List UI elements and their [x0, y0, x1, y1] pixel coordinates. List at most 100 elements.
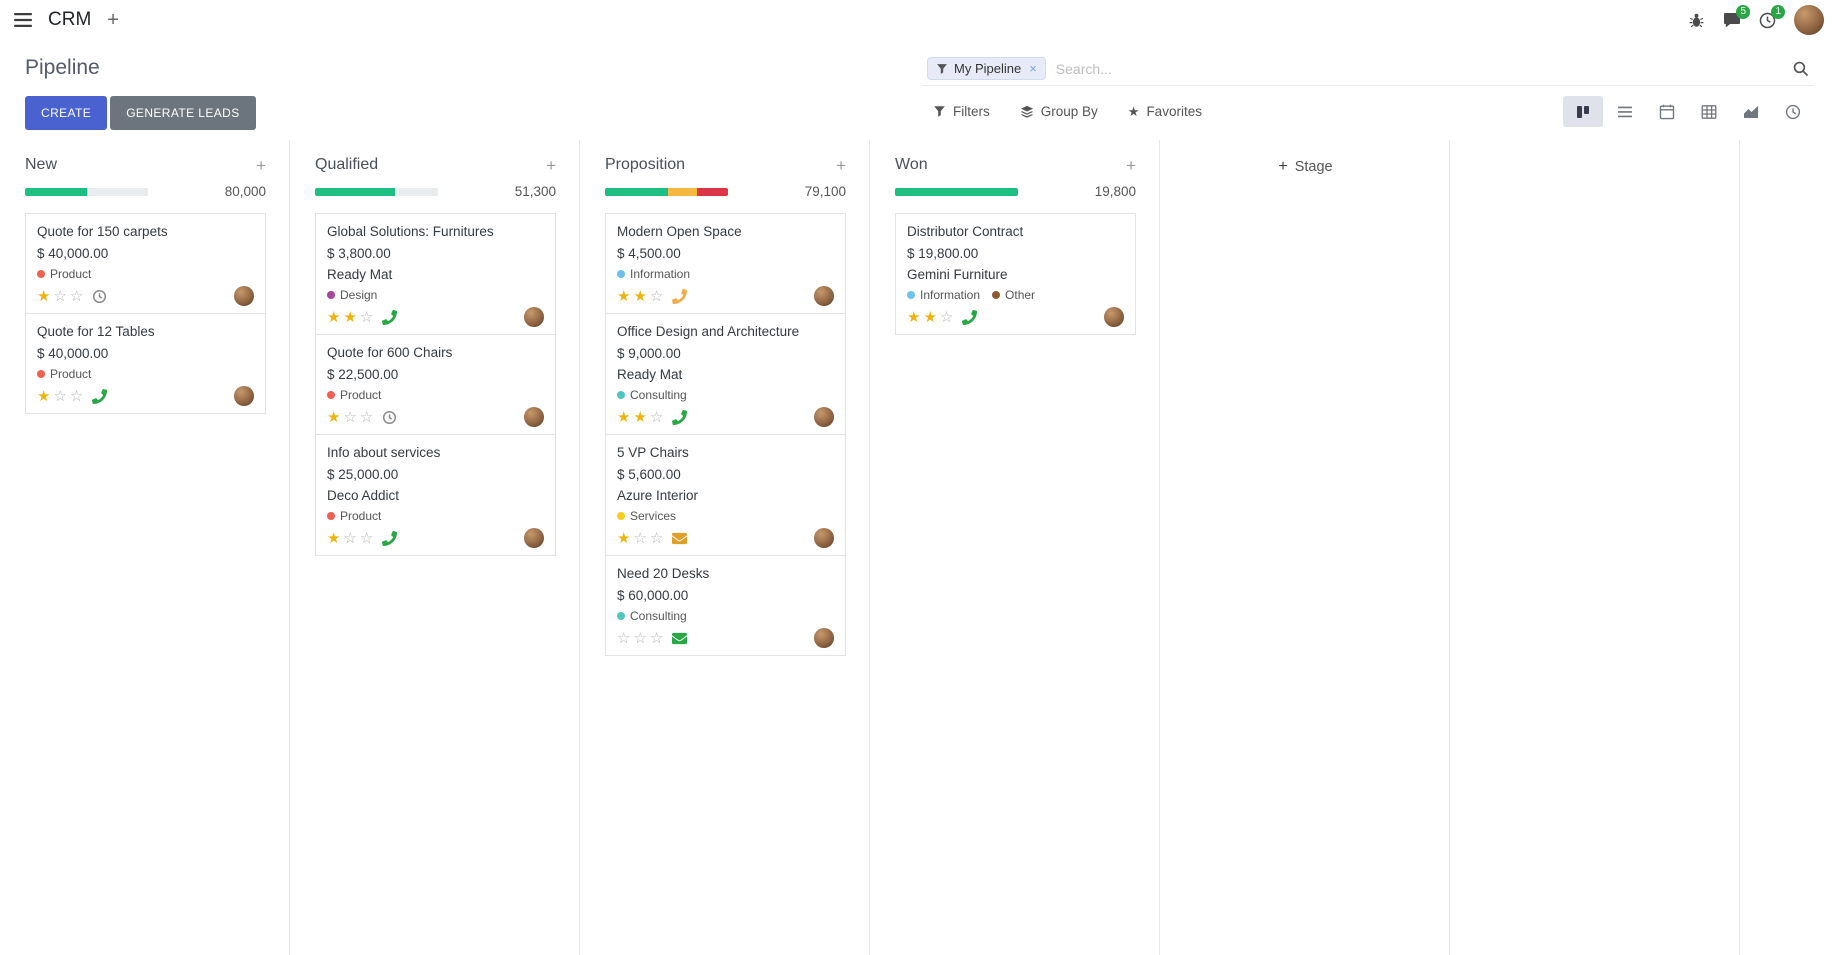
star-icon[interactable]: ☆ — [649, 408, 664, 426]
apps-menu-icon[interactable] — [14, 13, 32, 27]
avatar[interactable] — [234, 386, 254, 406]
activity-icon[interactable] — [382, 309, 398, 325]
kanban-card[interactable]: Office Design and Architecture $ 9,000.0… — [605, 313, 846, 435]
avatar[interactable] — [814, 286, 834, 306]
star-icon[interactable]: ☆ — [53, 287, 67, 305]
filters-menu[interactable]: Filters — [933, 104, 990, 119]
tag[interactable]: Product — [37, 367, 91, 381]
activity-icon[interactable] — [382, 410, 397, 425]
progress-bar[interactable] — [315, 187, 438, 196]
star-rating[interactable]: ★ ☆ ☆ — [327, 531, 373, 546]
facet-remove-icon[interactable]: × — [1029, 61, 1037, 76]
star-icon[interactable]: ★ — [327, 529, 341, 547]
app-name[interactable]: CRM — [48, 9, 92, 30]
progress-segment[interactable] — [25, 187, 87, 196]
kanban-card[interactable]: Global Solutions: Furnitures $ 3,800.00 … — [315, 213, 556, 335]
search-icon[interactable] — [1792, 60, 1809, 77]
activities-clock-icon[interactable]: 1 — [1759, 4, 1785, 29]
star-icon[interactable]: ★ — [617, 408, 631, 426]
star-icon[interactable]: ★ — [617, 287, 631, 305]
kanban-view-button[interactable] — [1563, 96, 1603, 127]
activity-icon[interactable] — [672, 631, 688, 646]
star-icon[interactable]: ☆ — [359, 308, 374, 326]
kanban-card[interactable]: Need 20 Desks $ 60,000.00 Consulting ☆ ☆ ☆ — [605, 555, 846, 656]
star-icon[interactable]: ☆ — [343, 408, 357, 426]
star-icon[interactable]: ☆ — [69, 287, 84, 305]
star-rating[interactable]: ★ ★ ☆ — [617, 410, 663, 425]
tag[interactable]: Product — [327, 388, 381, 402]
kanban-card[interactable]: Quote for 12 Tables $ 40,000.00 Product … — [25, 313, 266, 414]
star-icon[interactable]: ★ — [37, 287, 51, 305]
progress-segment[interactable] — [895, 187, 1018, 196]
progress-segment[interactable] — [605, 187, 668, 196]
star-rating[interactable]: ★ ★ ☆ — [907, 310, 953, 325]
avatar[interactable] — [814, 628, 834, 648]
group-by-menu[interactable]: Group By — [1020, 104, 1098, 119]
activity-icon[interactable] — [92, 388, 108, 404]
kanban-card[interactable]: Distributor Contract $ 19,800.00 Gemini … — [895, 213, 1136, 335]
star-rating[interactable]: ★ ☆ ☆ — [37, 389, 83, 404]
tag[interactable]: Information — [907, 288, 980, 302]
kanban-card[interactable]: Quote for 600 Chairs $ 22,500.00 Product… — [315, 334, 556, 435]
kanban-card[interactable]: Info about services $ 25,000.00 Deco Add… — [315, 434, 556, 556]
add-record-icon[interactable]: + — [1126, 155, 1136, 175]
star-icon[interactable]: ☆ — [649, 529, 664, 547]
graph-view-button[interactable] — [1731, 96, 1771, 127]
star-icon[interactable]: ★ — [633, 287, 647, 305]
tag[interactable]: Information — [617, 267, 690, 281]
tag[interactable]: Consulting — [617, 609, 687, 623]
star-icon[interactable]: ★ — [923, 308, 937, 326]
star-icon[interactable]: ★ — [907, 308, 921, 326]
progress-segment[interactable] — [315, 187, 395, 196]
star-icon[interactable]: ☆ — [359, 408, 374, 426]
avatar[interactable] — [814, 407, 834, 427]
star-icon[interactable]: ☆ — [633, 529, 647, 547]
avatar[interactable] — [524, 307, 544, 327]
tag[interactable]: Product — [327, 509, 381, 523]
search-bar[interactable]: My Pipeline × — [923, 52, 1813, 86]
progress-bar[interactable] — [605, 187, 728, 196]
avatar[interactable] — [814, 528, 834, 548]
list-view-button[interactable] — [1605, 96, 1645, 127]
activity-icon[interactable] — [382, 530, 398, 546]
tag[interactable]: Product — [37, 267, 91, 281]
activity-icon[interactable] — [92, 289, 107, 304]
messages-icon[interactable]: 5 — [1723, 5, 1750, 28]
kanban-card[interactable]: Quote for 150 carpets $ 40,000.00 Produc… — [25, 213, 266, 314]
activity-icon[interactable] — [962, 309, 978, 325]
star-rating[interactable]: ★ ☆ ☆ — [617, 531, 663, 546]
star-rating[interactable]: ★ ★ ☆ — [327, 310, 373, 325]
star-icon[interactable]: ☆ — [939, 308, 954, 326]
star-icon[interactable]: ☆ — [359, 529, 374, 547]
avatar[interactable] — [524, 407, 544, 427]
star-rating[interactable]: ★ ☆ ☆ — [37, 289, 83, 304]
add-record-icon[interactable]: + — [546, 155, 556, 175]
star-icon[interactable]: ☆ — [53, 387, 67, 405]
add-stage-button[interactable]: + Stage — [1185, 158, 1426, 176]
user-avatar[interactable] — [1794, 5, 1824, 35]
star-icon[interactable]: ☆ — [649, 287, 664, 305]
activity-view-button[interactable] — [1773, 96, 1813, 127]
progress-segment[interactable] — [667, 187, 698, 196]
star-icon[interactable]: ★ — [343, 308, 357, 326]
star-icon[interactable]: ☆ — [633, 629, 647, 647]
star-icon[interactable]: ☆ — [649, 629, 664, 647]
calendar-view-button[interactable] — [1647, 96, 1687, 127]
activity-icon[interactable] — [672, 531, 688, 546]
search-input[interactable] — [1045, 60, 1792, 77]
quick-create-icon[interactable]: + — [107, 9, 119, 31]
avatar[interactable] — [234, 286, 254, 306]
star-icon[interactable]: ★ — [327, 308, 341, 326]
tag[interactable]: Services — [617, 509, 676, 523]
tag[interactable]: Design — [327, 288, 377, 302]
star-icon[interactable]: ☆ — [69, 387, 84, 405]
star-icon[interactable]: ★ — [633, 408, 647, 426]
generate-leads-button[interactable]: GENERATE LEADS — [110, 96, 256, 130]
avatar[interactable] — [1104, 307, 1124, 327]
favorites-menu[interactable]: ★ Favorites — [1128, 104, 1202, 120]
star-rating[interactable]: ★ ★ ☆ — [617, 289, 663, 304]
tag[interactable]: Other — [992, 288, 1035, 302]
activity-icon[interactable] — [672, 409, 688, 425]
progress-segment[interactable] — [697, 187, 728, 196]
kanban-card[interactable]: Modern Open Space $ 4,500.00 Information… — [605, 213, 846, 314]
